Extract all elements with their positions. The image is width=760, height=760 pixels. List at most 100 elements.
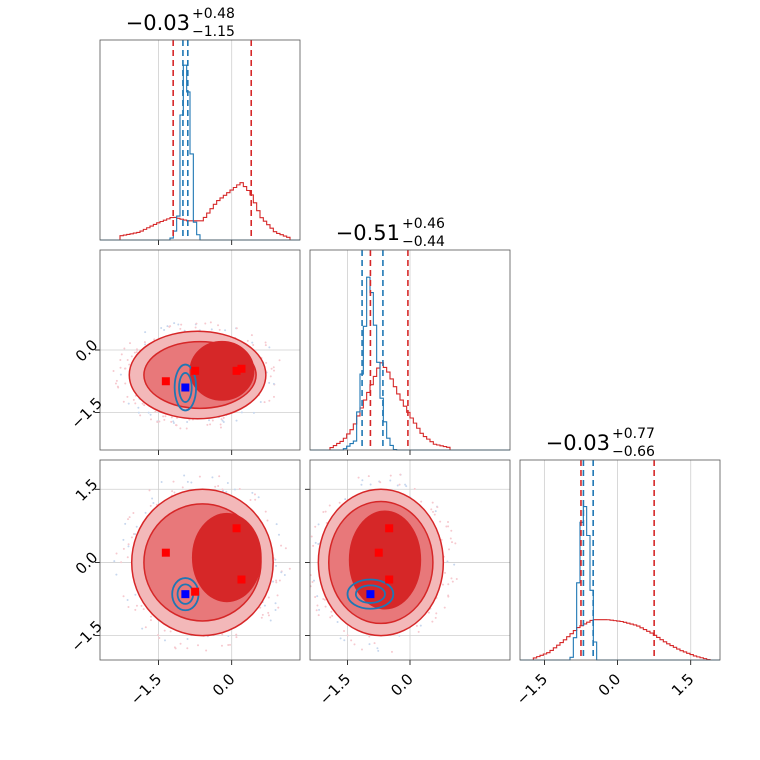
panel-2d-0-2-sample-dot bbox=[280, 571, 283, 574]
panel-2d-0-2-sample-dot bbox=[267, 596, 270, 599]
panel-2d-1-2-sample-dot bbox=[441, 583, 444, 586]
panel-2d-1-2-sample-dot bbox=[305, 566, 307, 568]
panel-2d-0-2-sample-dot bbox=[126, 599, 129, 602]
panel-2d-0-1-sample-dot bbox=[217, 324, 220, 327]
panel-2d-0-2-sample-dot bbox=[220, 644, 223, 647]
ytick-label-row2-2: 1.5 bbox=[72, 475, 102, 505]
panel-2d-0-2-sample-dot bbox=[157, 634, 160, 637]
panel-2d-0-1-sample-dot bbox=[173, 322, 176, 325]
panel-2d-0-2-sample-dot bbox=[152, 501, 155, 504]
panel-2d-1-2-sample-dot bbox=[317, 523, 320, 526]
panel-2d-0-2-sample-dot bbox=[277, 533, 280, 536]
panel-2d-1-2-sample-dot bbox=[357, 476, 360, 479]
panel-2d-0-2-sample-dot bbox=[261, 613, 264, 616]
panel-2d-0-1-sample-dot bbox=[149, 418, 152, 421]
panel-2d-0-1-sample-dot bbox=[117, 386, 120, 389]
title-1-value: −0.51 bbox=[336, 221, 400, 245]
panel-2d-0-1-sample-dot bbox=[273, 369, 276, 372]
panel-2d-1-2-sample-dot bbox=[317, 543, 320, 546]
panel-2d-0-2-sample-dot bbox=[225, 490, 228, 493]
title-2: −0.03 +0.77 −0.66 bbox=[546, 426, 655, 460]
panel-2d-0-1-sample-dot bbox=[163, 328, 166, 331]
panel-2d-1-2-sample-dot bbox=[305, 583, 307, 585]
panel-2d-0-2-sample-dot bbox=[120, 561, 123, 564]
panel-2d-1-2-sample-dot bbox=[379, 481, 382, 484]
panel-2d-0-2-sample-dot bbox=[259, 606, 262, 609]
panel-2d-0-2-sample-dot bbox=[275, 579, 278, 582]
panel-2d-0-2-sample-dot bbox=[134, 608, 137, 611]
panel-2d-0-1-sample-dot bbox=[179, 327, 182, 330]
panel-2d-0-1-sample-dot bbox=[208, 419, 211, 422]
panel-2d-0-1-sample-dot bbox=[194, 326, 197, 329]
panel-2d-0-1-sample-dot bbox=[144, 343, 147, 346]
panel-2d-1-2-sample-dot bbox=[312, 579, 315, 582]
panel-2d-0-2-sample-dot bbox=[186, 480, 189, 483]
panel-2d-0-1-sample-dot bbox=[206, 423, 209, 426]
panel-2d-1-2-sample-dot bbox=[318, 608, 321, 611]
panel-2d-0-2-sample-dot bbox=[221, 633, 224, 636]
panel-2d-0-2-sample-dot bbox=[211, 476, 214, 479]
panel-2d-0-1-sample-dot bbox=[119, 366, 122, 369]
panel-2d-0-1-sample-dot bbox=[185, 427, 188, 430]
panel-2d-0-1-sample-dot bbox=[219, 426, 222, 429]
xtick-label-col0-1: 0.0 bbox=[209, 670, 239, 700]
panel-2d-0-2-sample-dot bbox=[128, 516, 131, 519]
panel-2d-0-1-sample-dot bbox=[120, 353, 123, 356]
panel-2d-0-2-sample-dot bbox=[124, 522, 127, 525]
panel-2d-1-2-sample-dot bbox=[310, 535, 313, 538]
panel-2d-0-2-sample-dot bbox=[274, 558, 277, 561]
xtick-label-col2-0: −1.5 bbox=[513, 670, 551, 708]
panel-2d-0-1-sample-dot bbox=[144, 331, 147, 334]
panel-2d-1-2-sample-dot bbox=[447, 595, 450, 598]
panel-2d-0-1-sample-dot bbox=[114, 382, 117, 385]
panel-2d-0-1-blue-marker-0 bbox=[181, 383, 190, 392]
panel-2d-0-2-sample-dot bbox=[214, 485, 217, 488]
panel-2d-0-2-sample-dot bbox=[186, 647, 189, 650]
panel-2d-0-2-red-contour-2 bbox=[191, 512, 262, 603]
panel-2d-0-2-sample-dot bbox=[151, 497, 154, 500]
panel-2d-0-1-sample-dot bbox=[135, 351, 138, 354]
panel-2d-1-2-sample-dot bbox=[317, 614, 320, 617]
panel-2d-0-2-sample-dot bbox=[226, 481, 229, 484]
panel-2d-0-1-sample-dot bbox=[268, 346, 271, 349]
panel-2d-0-1-sample-dot bbox=[235, 327, 238, 330]
panel-2d-0-1-sample-dot bbox=[127, 402, 130, 405]
panel-2d-0-2-sample-dot bbox=[113, 560, 116, 563]
panel-2d-1-2-sample-dot bbox=[431, 620, 434, 623]
panel-2d-0-1-sample-dot bbox=[269, 375, 272, 378]
panel-2d-1-2-sample-dot bbox=[360, 648, 363, 651]
panel-2d-0-2-red-marker-0 bbox=[161, 548, 170, 557]
panel-2d-0-2-plot-area bbox=[100, 460, 300, 660]
panel-2d-0-1-sample-dot bbox=[179, 427, 182, 430]
panel-2d-0-1-sample-dot bbox=[222, 416, 225, 419]
panel-2d-0-2-sample-dot bbox=[122, 538, 125, 541]
panel-2d-0-2-sample-dot bbox=[267, 611, 270, 614]
panel-hist-0-red-histogram bbox=[100, 182, 300, 241]
panel-2d-0-1-sample-dot bbox=[126, 359, 129, 362]
panel-2d-1-2-sample-dot bbox=[398, 483, 401, 486]
panel-2d-0-1-sample-dot bbox=[209, 423, 212, 426]
panel-2d-0-2-sample-dot bbox=[257, 496, 260, 499]
panel-2d-0-2-sample-dot bbox=[122, 547, 125, 550]
panel-2d-0-1-sample-dot bbox=[172, 422, 175, 425]
panel-2d-0-2-sample-dot bbox=[263, 604, 266, 607]
panel-2d-0-1-sample-dot bbox=[137, 406, 140, 409]
panel-2d-1-2-sample-dot bbox=[323, 598, 326, 601]
panel-2d-1-2-sample-dot bbox=[314, 525, 317, 528]
panel-2d-1-2-sample-dot bbox=[361, 479, 364, 482]
panel-2d-0-1-sample-dot bbox=[143, 404, 146, 407]
title-2-lower: −0.66 bbox=[612, 444, 655, 460]
panel-2d-0-2-sample-dot bbox=[196, 644, 199, 647]
ytick-label-row2-1: 0.0 bbox=[72, 548, 102, 578]
panel-2d-0-2-sample-dot bbox=[251, 491, 254, 494]
panel-2d-0-2-sample-dot bbox=[149, 619, 152, 622]
panel-2d-1-2-sample-dot bbox=[443, 606, 446, 609]
xtick-label-col0-0: −1.5 bbox=[127, 670, 165, 708]
ytick-label-row1-1: 0.0 bbox=[72, 336, 102, 366]
panel-2d-1-2-sample-dot bbox=[415, 624, 418, 627]
panel-2d-0-1-sample-dot bbox=[168, 325, 171, 328]
xtick-label-col1-1: 0.0 bbox=[387, 670, 417, 700]
panel-2d-0-1-sample-dot bbox=[158, 420, 161, 423]
panel-2d-1-2-sample-dot bbox=[444, 571, 447, 574]
panel-2d-1-2-sample-dot bbox=[316, 595, 319, 598]
